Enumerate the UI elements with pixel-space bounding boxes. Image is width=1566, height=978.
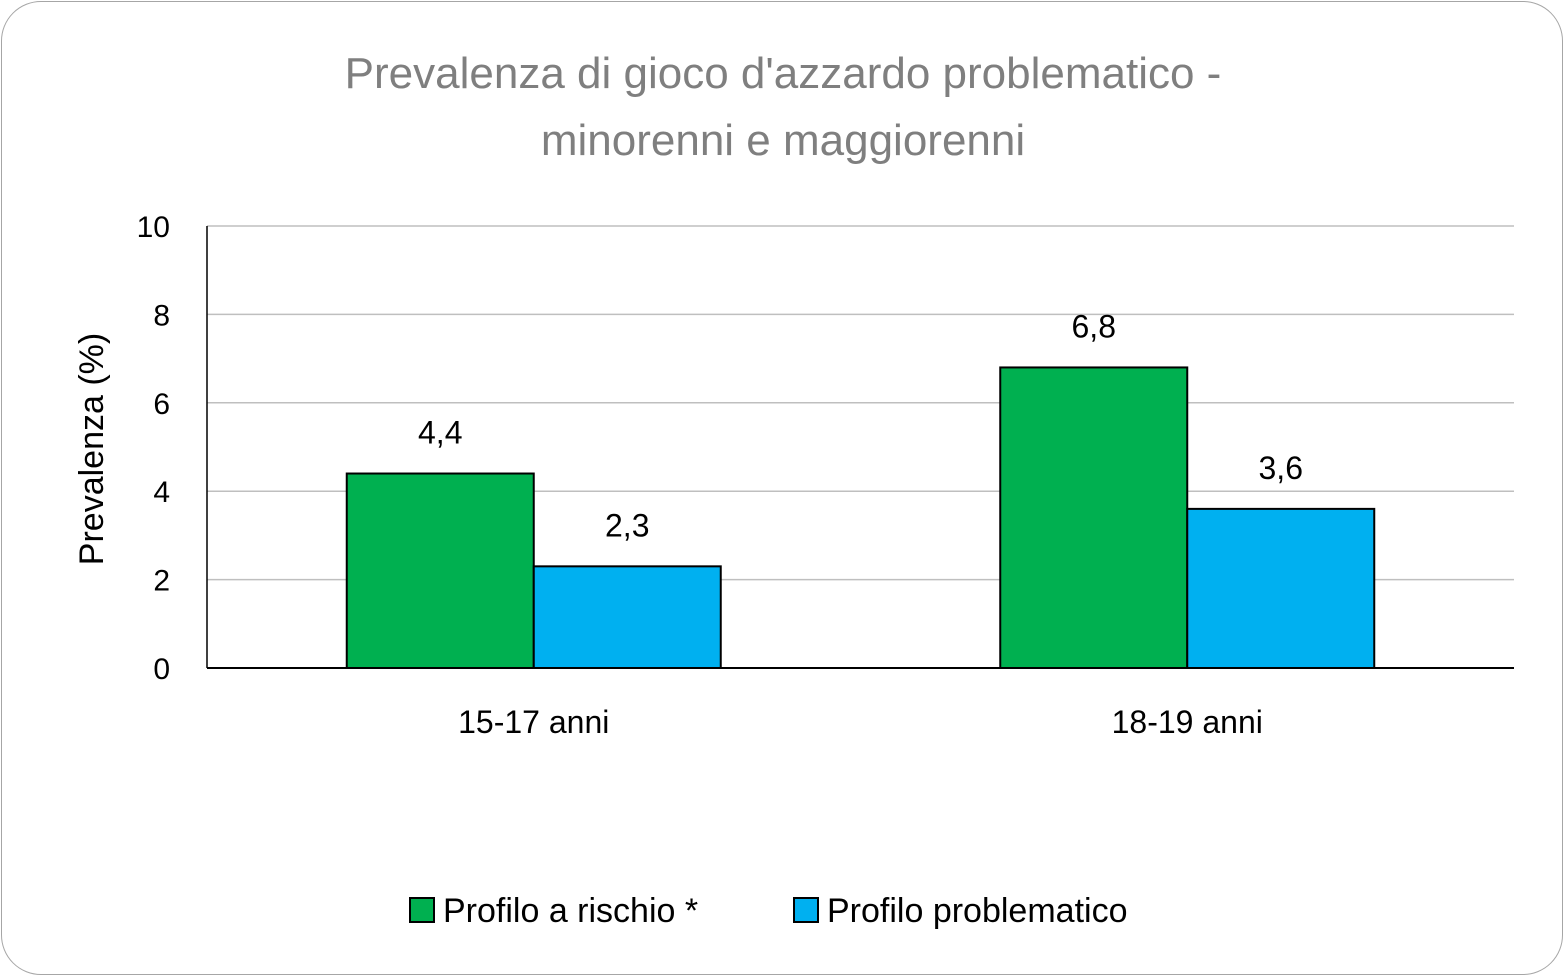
axes <box>206 226 1514 669</box>
category-label-1: 18-19 anni <box>1112 704 1263 740</box>
data-label-0-1: 2,3 <box>605 507 649 543</box>
data-labels: 4,4 2,3 6,8 3,6 <box>418 308 1303 543</box>
y-axis-ticks: 0 2 4 6 8 10 <box>137 211 170 686</box>
bar-0-1 <box>532 565 722 670</box>
chart-title: Prevalenza di gioco d'azzardo problemati… <box>345 49 1222 165</box>
legend-item-0: Profilo a rischio * <box>409 892 698 930</box>
y-axis-title: Prevalenza (%) <box>73 333 111 565</box>
y-tick-label-0: 0 <box>153 653 170 686</box>
data-label-0-0: 4,4 <box>418 415 462 451</box>
y-tick-label-1: 2 <box>153 565 170 598</box>
legend-label-1: Profilo problematico <box>827 892 1127 930</box>
legend-swatch-1 <box>793 897 819 923</box>
y-tick-label-5: 10 <box>137 211 170 244</box>
bar-1-1 <box>1186 507 1376 669</box>
legend-swatch-0 <box>409 897 435 923</box>
legend: Profilo a rischio * Profilo problematico <box>409 892 1127 930</box>
category-label-0: 15-17 anni <box>458 704 609 740</box>
y-tick-label-3: 6 <box>153 388 170 421</box>
legend-label-0: Profilo a rischio * <box>443 892 698 930</box>
data-label-1-0: 6,8 <box>1072 308 1116 344</box>
bar-0-0 <box>345 472 535 669</box>
bars <box>345 366 1376 670</box>
chart-title-line-1: Prevalenza di gioco d'azzardo problemati… <box>345 49 1222 98</box>
legend-item-1: Profilo problematico <box>793 892 1127 930</box>
chart-title-line-2: minorenni e maggiorenni <box>541 116 1025 165</box>
x-axis-categories: 15-17 anni 18-19 anni <box>458 704 1263 740</box>
y-tick-label-2: 4 <box>153 476 170 509</box>
y-tick-label-4: 8 <box>153 299 170 332</box>
data-label-1-1: 3,6 <box>1259 450 1303 486</box>
bar-1-0 <box>999 366 1189 669</box>
